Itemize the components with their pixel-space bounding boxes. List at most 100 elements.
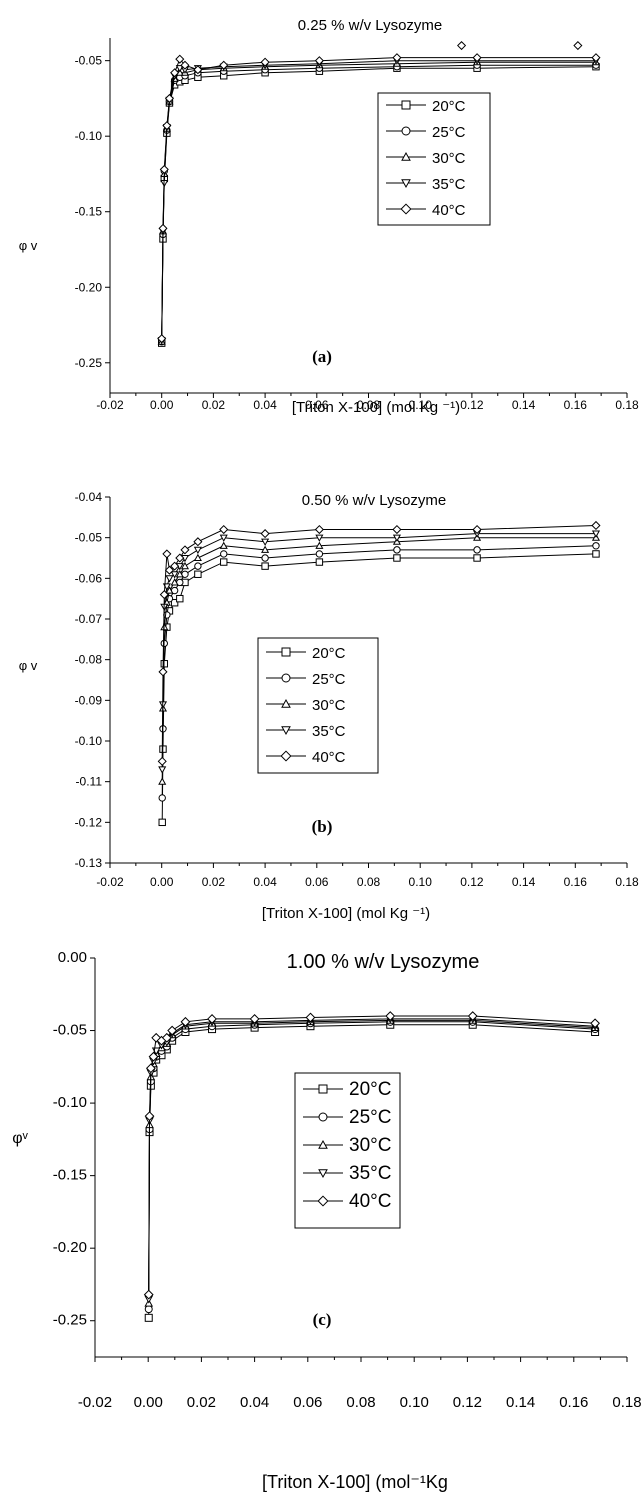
data-point (392, 534, 401, 542)
legend-entry: 25°C (349, 1107, 391, 1128)
x-tick-label: 0.04 (253, 875, 277, 889)
y-tick-label: -0.25 (75, 356, 103, 370)
legend-marker (401, 179, 411, 189)
y-tick-label: -0.05 (75, 54, 103, 68)
data-point (159, 164, 169, 174)
x-tick-label: 0.10 (409, 398, 433, 412)
x-tick-label: 0.12 (453, 1394, 482, 1411)
data-point (162, 121, 172, 131)
data-point (144, 1111, 155, 1122)
series-0 (158, 550, 600, 827)
x-axis-label: [Triton X-100] (mol Kg ⁻¹) (262, 905, 430, 922)
legend-box (377, 92, 491, 226)
legend-entry: 30°C (349, 1135, 391, 1156)
series-4 (157, 520, 601, 766)
x-tick-label: 0.00 (134, 1394, 163, 1411)
legend-marker (318, 1084, 328, 1094)
x-tick-label: 0.16 (564, 875, 588, 889)
data-point (161, 1032, 172, 1043)
legend-entry: 20°C (312, 645, 346, 662)
series-line (161, 533, 596, 770)
data-point (193, 537, 203, 547)
data-point (260, 529, 270, 539)
legend-entry: 40°C (432, 202, 466, 219)
data-point (305, 1012, 316, 1023)
y-tick-label: -0.07 (75, 612, 103, 626)
x-tick-label: 0.12 (460, 875, 484, 889)
y-tick-label: -0.12 (75, 815, 103, 829)
x-axis-label: [Triton X-100] (mol⁻¹Kg (262, 1472, 448, 1492)
data-point (170, 599, 179, 607)
data-point (261, 562, 269, 570)
data-point (457, 41, 467, 51)
data-point (159, 590, 169, 600)
x-tick-label: 0.02 (202, 875, 226, 889)
legend-marker (401, 126, 411, 136)
legend-entry: 25°C (312, 671, 346, 688)
data-point (170, 578, 179, 586)
legend-marker (318, 1169, 328, 1179)
data-point (314, 56, 324, 66)
data-point (393, 554, 401, 562)
data-point (158, 818, 166, 827)
series-1 (158, 542, 600, 802)
data-point (385, 1011, 396, 1021)
y-tick-label: -0.10 (75, 734, 103, 748)
x-tick-label: 0.14 (506, 1394, 535, 1411)
data-point (249, 1014, 260, 1024)
legend-marker (281, 726, 291, 736)
data-point (162, 549, 172, 559)
data-point (315, 534, 324, 542)
data-point (261, 545, 270, 553)
x-tick-label: -0.02 (78, 1394, 112, 1411)
legend-entry: 35°C (349, 1163, 391, 1184)
data-point (158, 794, 166, 802)
series-4 (157, 53, 601, 344)
legend-marker (281, 647, 291, 657)
legend-entry: 40°C (349, 1191, 391, 1212)
chart-panel-b: 0.50 % w/v Lysozyme -0.02 0.00 0.02 0.04 0.06… (19, 490, 639, 922)
data-point (219, 534, 228, 542)
y-tick-label: -0.20 (53, 1239, 87, 1256)
data-point (144, 1305, 153, 1314)
series-3 (158, 530, 601, 774)
y-tick-label: -0.06 (75, 571, 103, 585)
data-point (591, 53, 601, 63)
y-axis-label: φ v (19, 238, 38, 253)
legend-marker (318, 1112, 328, 1122)
data-point (473, 546, 481, 554)
data-point (170, 571, 179, 579)
data-point (158, 223, 168, 233)
x-tick-label: 0.08 (357, 875, 381, 889)
chart-title: 0.25 % w/v Lysozyme (298, 17, 443, 34)
data-point (219, 60, 229, 70)
data-point (170, 561, 180, 571)
y-tick-label: -0.04 (75, 490, 103, 504)
data-point (180, 1016, 191, 1027)
y-tick-label: -0.10 (53, 1094, 87, 1111)
x-tick-label: 0.14 (512, 398, 536, 412)
legend-marker (280, 750, 292, 762)
x-tick-label: -0.02 (96, 398, 124, 412)
x-tick-label: 0.08 (357, 398, 381, 412)
data-point (315, 550, 324, 558)
y-tick-label: -0.15 (53, 1167, 87, 1184)
x-axis-label: [Triton X-100] (mol Kg ⁻¹) (292, 399, 460, 416)
data-point (193, 553, 202, 562)
legend-marker (281, 673, 291, 683)
x-tick-label: 0.18 (615, 398, 639, 412)
x-tick-label: 0.16 (564, 398, 588, 412)
data-point (158, 766, 167, 774)
x-tick-label: 0.12 (460, 398, 484, 412)
data-point (315, 541, 324, 549)
data-point (193, 546, 202, 555)
data-point (472, 53, 482, 63)
x-tick-label: -0.02 (96, 875, 124, 889)
panel-label: (b) (312, 817, 333, 836)
x-tick-label: 0.02 (187, 1394, 216, 1411)
data-point (314, 524, 324, 535)
series-line (161, 537, 596, 782)
data-point (592, 542, 600, 550)
legend-marker (400, 203, 412, 215)
